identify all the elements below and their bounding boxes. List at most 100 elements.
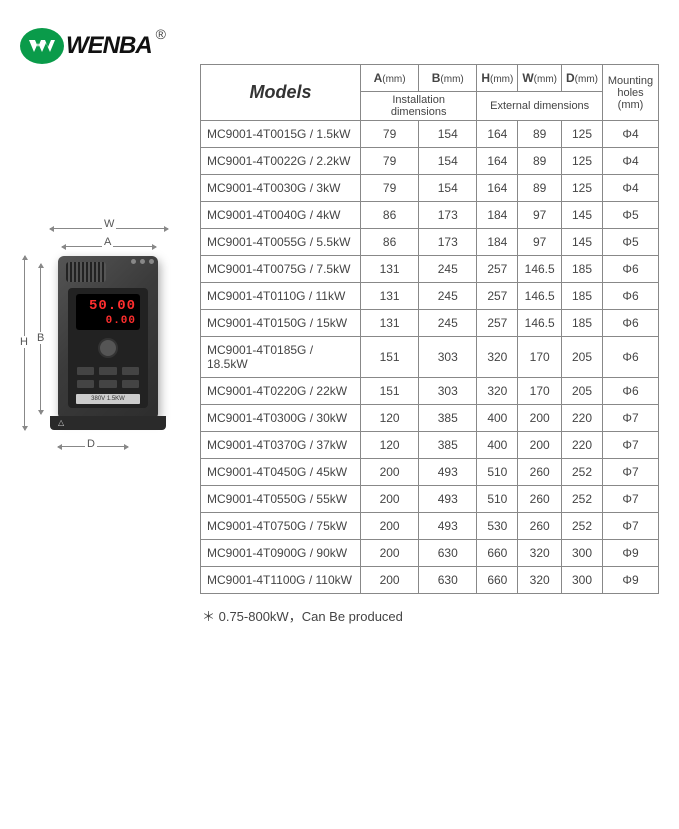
- cell-model: MC9001-4T1100G / 110kW: [201, 567, 361, 594]
- cell-value: 89: [518, 121, 562, 148]
- cell-value: Φ6: [603, 310, 659, 337]
- cell-value: 200: [518, 432, 562, 459]
- cell-value: 245: [419, 310, 477, 337]
- cell-value: 252: [561, 486, 602, 513]
- cell-model: MC9001-4T0075G / 7.5kW: [201, 256, 361, 283]
- cell-value: 385: [419, 405, 477, 432]
- cell-value: 245: [419, 256, 477, 283]
- display-line2: 0.00: [106, 315, 136, 327]
- cell-value: 303: [419, 337, 477, 378]
- dim-label-w: W: [102, 218, 116, 230]
- cell-value: 220: [561, 432, 602, 459]
- cell-value: 146.5: [518, 256, 562, 283]
- table-row: MC9001-4T0220G / 22kW151303320170205Φ6: [201, 378, 659, 405]
- cell-model: MC9001-4T0750G / 75kW: [201, 513, 361, 540]
- cell-value: Φ7: [603, 486, 659, 513]
- cell-value: 125: [561, 121, 602, 148]
- cell-value: 260: [518, 513, 562, 540]
- cell-value: 205: [561, 378, 602, 405]
- cell-value: 145: [561, 229, 602, 256]
- cell-value: 303: [419, 378, 477, 405]
- cell-value: 151: [361, 337, 419, 378]
- cell-model: MC9001-4T0185G / 18.5kW: [201, 337, 361, 378]
- cell-value: 89: [518, 175, 562, 202]
- cell-value: 154: [419, 175, 477, 202]
- cell-model: MC9001-4T0450G / 45kW: [201, 459, 361, 486]
- header-col-w: W(mm): [518, 65, 562, 92]
- cell-value: 260: [518, 486, 562, 513]
- cell-value: Φ9: [603, 567, 659, 594]
- cell-value: 86: [361, 202, 419, 229]
- cell-value: 200: [361, 567, 419, 594]
- cell-value: 131: [361, 283, 419, 310]
- header-col-d: D(mm): [561, 65, 602, 92]
- table-row: MC9001-4T0055G / 5.5kW8617318497145Φ5: [201, 229, 659, 256]
- cell-value: 145: [561, 202, 602, 229]
- table-row: MC9001-4T0750G / 75kW200493530260252Φ7: [201, 513, 659, 540]
- cell-value: 164: [477, 121, 518, 148]
- cell-value: 125: [561, 148, 602, 175]
- cell-value: Φ9: [603, 540, 659, 567]
- cell-model: MC9001-4T0300G / 30kW: [201, 405, 361, 432]
- cell-value: 120: [361, 405, 419, 432]
- cell-value: 86: [361, 229, 419, 256]
- cell-value: 170: [518, 378, 562, 405]
- table-row: MC9001-4T0150G / 15kW131245257146.5185Φ6: [201, 310, 659, 337]
- cell-value: 164: [477, 148, 518, 175]
- cell-model: MC9001-4T0015G / 1.5kW: [201, 121, 361, 148]
- cell-value: 97: [518, 202, 562, 229]
- cell-value: 200: [361, 486, 419, 513]
- cell-value: 146.5: [518, 283, 562, 310]
- cell-model: MC9001-4T0900G / 90kW: [201, 540, 361, 567]
- cell-value: 205: [561, 337, 602, 378]
- cell-value: 184: [477, 202, 518, 229]
- cell-model: MC9001-4T0022G / 2.2kW: [201, 148, 361, 175]
- cell-value: Φ6: [603, 337, 659, 378]
- cell-value: 660: [477, 567, 518, 594]
- cell-value: 660: [477, 540, 518, 567]
- header-col-h: H(mm): [477, 65, 518, 92]
- device-illustration: 50.00 0.00 380V 1.5KW: [58, 256, 158, 418]
- cell-value: 320: [518, 567, 562, 594]
- cell-model: MC9001-4T0055G / 5.5kW: [201, 229, 361, 256]
- cell-value: 79: [361, 175, 419, 202]
- cell-value: 131: [361, 256, 419, 283]
- product-dimension-diagram: W A H B D 50.00: [20, 224, 185, 454]
- display-line1: 50.00: [89, 298, 136, 314]
- header-mounting-holes: Mounting holes (mm): [603, 65, 659, 121]
- cell-value: 154: [419, 121, 477, 148]
- cell-value: Φ4: [603, 175, 659, 202]
- cell-value: 260: [518, 459, 562, 486]
- table-row: MC9001-4T0040G / 4kW8617318497145Φ5: [201, 202, 659, 229]
- table-row: MC9001-4T0110G / 11kW131245257146.5185Φ6: [201, 283, 659, 310]
- table-row: MC9001-4T0030G / 3kW7915416489125Φ4: [201, 175, 659, 202]
- table-row: MC9001-4T0300G / 30kW120385400200220Φ7: [201, 405, 659, 432]
- cell-value: 120: [361, 432, 419, 459]
- cell-value: 220: [561, 405, 602, 432]
- cell-value: 257: [477, 283, 518, 310]
- cell-value: 630: [419, 567, 477, 594]
- cell-value: 154: [419, 148, 477, 175]
- dim-label-a: A: [102, 236, 113, 248]
- cell-value: 79: [361, 121, 419, 148]
- cell-value: Φ4: [603, 148, 659, 175]
- dim-label-h: H: [18, 336, 30, 348]
- cell-value: 164: [477, 175, 518, 202]
- cell-value: 125: [561, 175, 602, 202]
- cell-value: 400: [477, 405, 518, 432]
- header-group-external: External dimensions: [477, 92, 603, 121]
- dim-label-b: B: [35, 332, 46, 344]
- header-models: Models: [201, 65, 361, 121]
- cell-value: Φ7: [603, 459, 659, 486]
- table-row: MC9001-4T1100G / 110kW200630660320300Φ9: [201, 567, 659, 594]
- cell-value: 184: [477, 229, 518, 256]
- cell-value: 146.5: [518, 310, 562, 337]
- cell-value: Φ6: [603, 256, 659, 283]
- cell-value: 252: [561, 513, 602, 540]
- cell-value: 493: [419, 486, 477, 513]
- table-row: MC9001-4T0075G / 7.5kW131245257146.5185Φ…: [201, 256, 659, 283]
- cell-value: 200: [361, 540, 419, 567]
- cell-value: 257: [477, 256, 518, 283]
- cell-value: 385: [419, 432, 477, 459]
- table-row: MC9001-4T0370G / 37kW120385400200220Φ7: [201, 432, 659, 459]
